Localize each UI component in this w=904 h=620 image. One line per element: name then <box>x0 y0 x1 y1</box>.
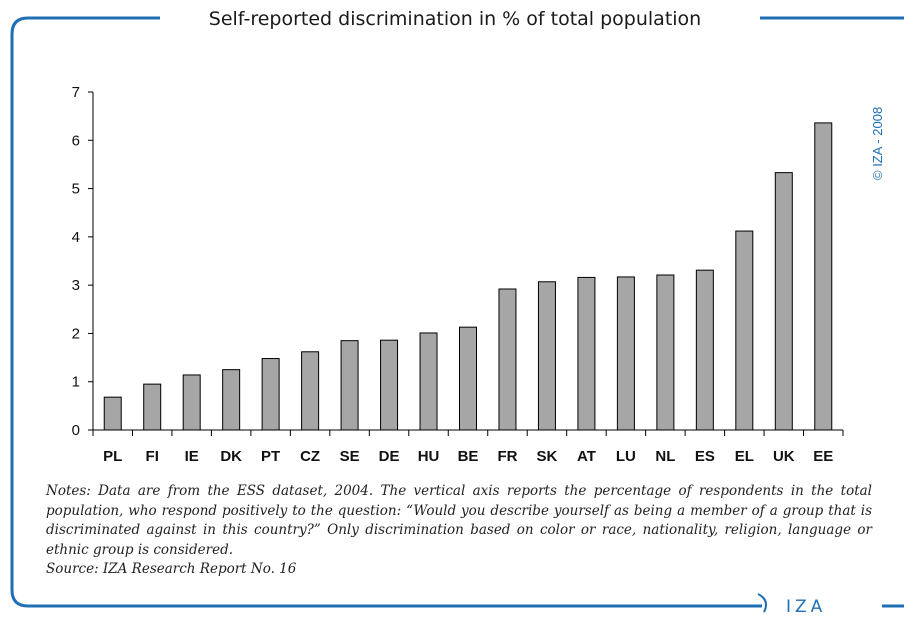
x-tick-label: ES <box>695 448 715 465</box>
iza-logo: IZA <box>784 597 829 617</box>
y-tick-label: 2 <box>72 325 80 342</box>
x-tick-label: FR <box>497 448 517 465</box>
x-tick-label: BE <box>458 448 479 465</box>
source-text: Source: IZA Research Report No. 16 <box>46 561 297 577</box>
x-tick-label: LU <box>616 448 636 465</box>
bar-pt <box>261 358 280 431</box>
copyright-label: © IZA - 2008 <box>870 106 885 180</box>
y-tick-label: 0 <box>72 422 80 439</box>
x-tick-label: CZ <box>300 448 320 465</box>
y-tick-label: 1 <box>72 374 80 391</box>
bar-dk <box>222 369 241 431</box>
bar-at <box>577 276 596 431</box>
x-tick-label: EL <box>735 448 754 465</box>
bar-sk <box>537 281 556 431</box>
chart-title: Self-reported discrimination in % of tot… <box>160 8 750 30</box>
x-tick-label: SE <box>340 448 360 465</box>
bar-uk <box>774 172 793 431</box>
y-tick-label: 7 <box>72 84 80 101</box>
notes-body: Notes: Data are from the ESS dataset, 20… <box>46 483 872 558</box>
bar-lu <box>616 276 635 431</box>
bar-fr <box>498 288 517 431</box>
x-tick-label: SK <box>537 448 558 465</box>
bar-ie <box>182 374 201 431</box>
x-tick-label: FI <box>146 448 159 465</box>
bar-pl <box>103 396 122 431</box>
x-tick-label: UK <box>773 448 795 465</box>
bar-be <box>459 326 477 431</box>
bar-es <box>695 269 714 431</box>
bar-el <box>735 230 754 431</box>
logo-swoosh <box>757 593 767 613</box>
bar-nl <box>656 274 675 431</box>
y-tick-label: 6 <box>72 132 80 149</box>
x-tick-label: DK <box>220 448 242 465</box>
frame-border <box>10 16 904 608</box>
x-tick-label: AT <box>577 448 596 465</box>
bar-hu <box>419 332 438 431</box>
bar-de <box>380 339 399 431</box>
x-tick-label: PT <box>261 448 280 465</box>
plot-area: 0 1 2 3 4 5 6 7 PL FI IE DK PT CZ SE DE HU BE FR SK AT LU NL ES… <box>72 84 844 465</box>
bar-se <box>340 340 359 431</box>
x-tick-label: PL <box>103 448 122 465</box>
bar-fi <box>143 383 162 431</box>
x-tick-label: EE <box>813 448 833 465</box>
y-tick-label: 4 <box>72 229 80 246</box>
y-tick-label: 3 <box>72 277 80 294</box>
notes-text: Notes: Data are from the ESS dataset, 20… <box>46 482 872 580</box>
bar-ee <box>814 122 833 431</box>
bar-cz <box>301 351 320 431</box>
x-tick-label: DE <box>379 448 400 465</box>
x-tick-label: IE <box>185 448 199 465</box>
y-tick-label: 5 <box>72 181 80 198</box>
x-tick-label: HU <box>418 448 440 465</box>
x-tick-label: NL <box>655 448 675 465</box>
